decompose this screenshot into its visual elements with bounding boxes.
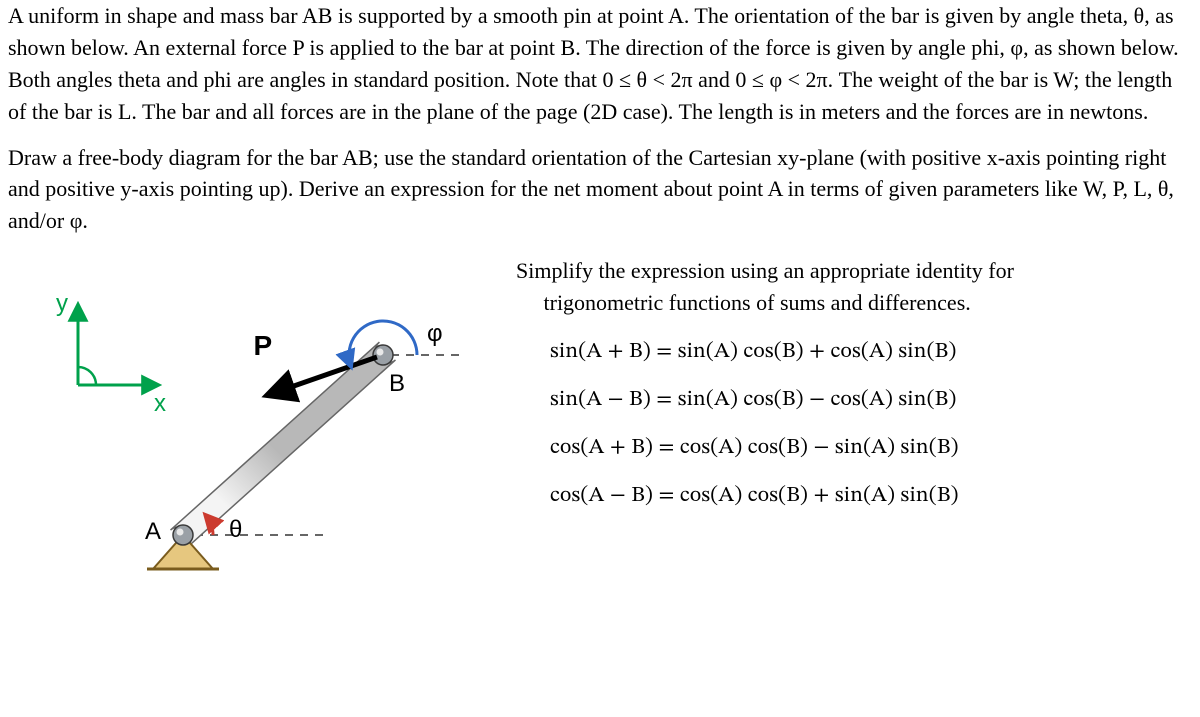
eq-4: cos(A − B) = cos(A) cos(B) + sin(A) sin(…	[550, 481, 1192, 513]
eq-1: sin(A + B) = sin(A) cos(B) + cos(A) sin(…	[550, 337, 1192, 369]
svg-text:B: B	[389, 370, 405, 397]
svg-text:y: y	[56, 290, 68, 317]
svg-text:x: x	[154, 390, 166, 417]
eq-3: cos(A + B) = cos(A) cos(B) − sin(A) sin(…	[550, 433, 1192, 465]
diagram: y x P B Aφ θ	[8, 255, 508, 585]
svg-text:θ: θ	[229, 516, 242, 543]
eq-2: sin(A − B) = sin(A) cos(B) − cos(A) sin(…	[550, 385, 1192, 417]
right-intro: Simplify the expression using an appropr…	[516, 255, 1192, 319]
right-intro-line1: Simplify the expression using an appropr…	[516, 258, 1014, 283]
paragraph-2: Draw a free-body diagram for the bar AB;…	[8, 142, 1192, 238]
svg-text:P: P	[254, 330, 273, 361]
paragraph-1: A uniform in shape and mass bar AB is su…	[8, 0, 1192, 128]
svg-text:A: A	[145, 518, 161, 545]
svg-text:φ: φ	[427, 320, 443, 347]
right-intro-line2: trigonometric functions of sums and diff…	[544, 290, 971, 315]
